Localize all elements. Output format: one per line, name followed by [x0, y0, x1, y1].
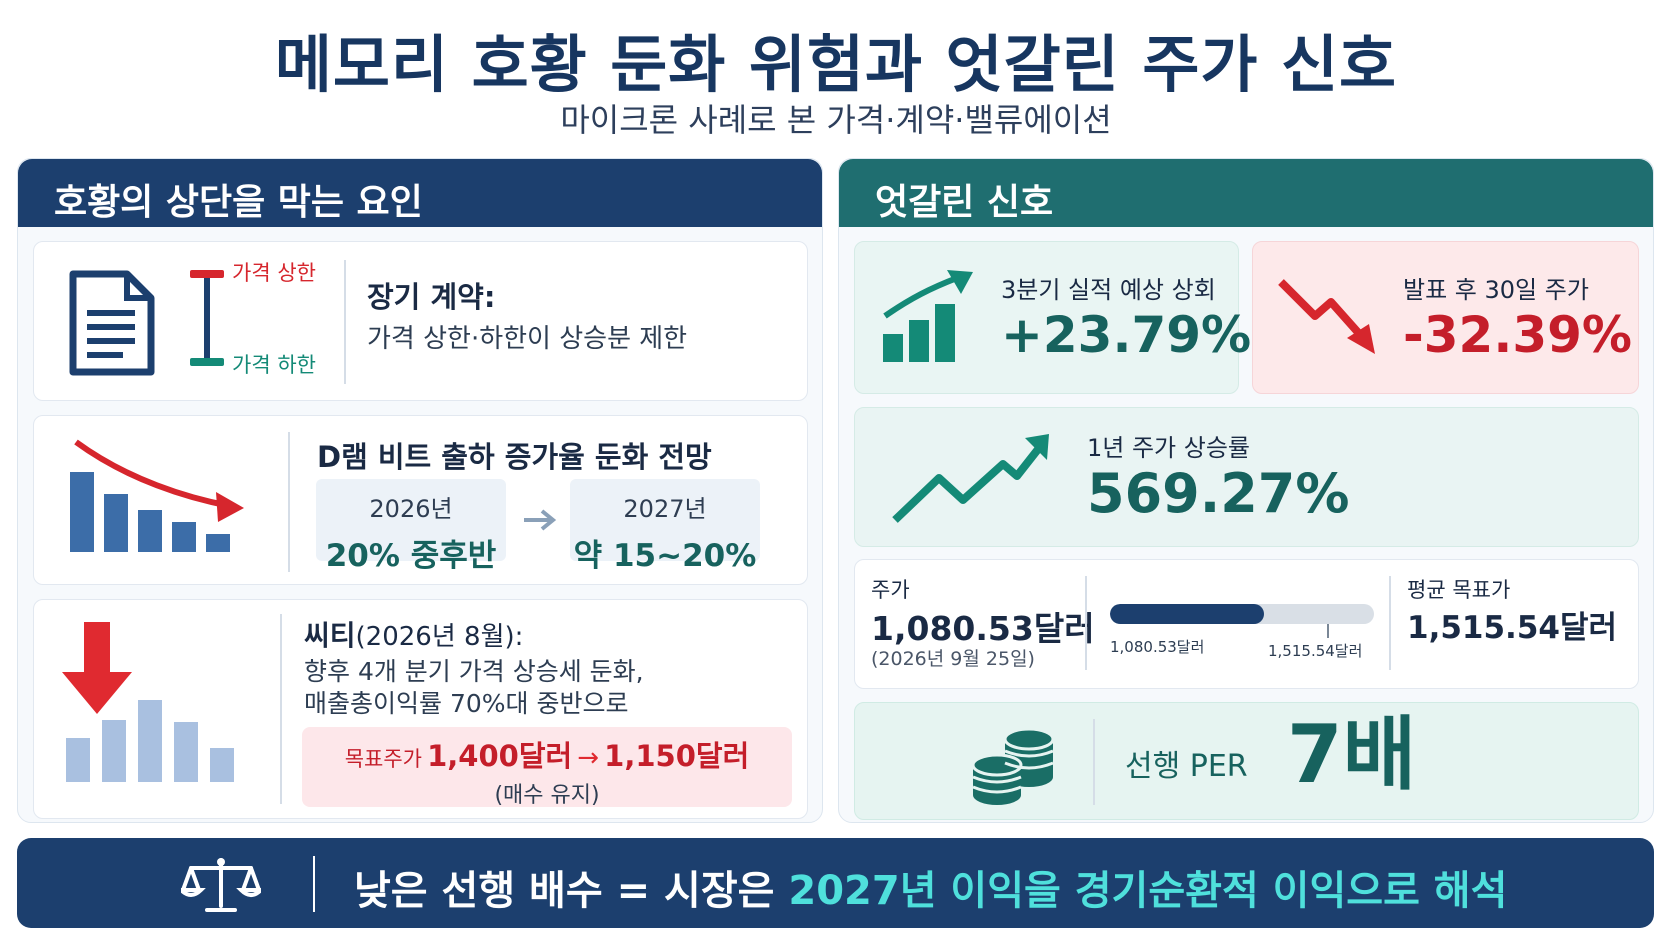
- dram-card: D램 비트 출하 증가율 둔화 전망 2026년 20% 중후반 2027년 약…: [33, 415, 808, 585]
- post-value: -32.39%: [1403, 306, 1633, 364]
- page-subtitle: 마이크론 사례로 본 가격·계약·밸류에이션: [560, 101, 1112, 139]
- divider: [288, 432, 290, 572]
- contract-title: 장기 계약:: [367, 280, 496, 314]
- dram-to-chip: 2027년 약 15~20%: [570, 479, 760, 574]
- target-price-label: 평균 목표가: [1407, 578, 1511, 602]
- citi-title-line: 씨티(2026년 8월):: [304, 614, 523, 654]
- price-target-card: 주가 1,080.53달러 (2026년 9월 25일) 1,080.53달러 …: [854, 559, 1639, 689]
- citi-title: 씨티: [304, 619, 356, 652]
- target-to: 1,150달러: [604, 739, 750, 773]
- price-progress-track: [1110, 604, 1374, 624]
- target-rating: (매수 유지): [494, 783, 600, 808]
- price-date: (2026년 9월 25일): [871, 648, 1035, 670]
- declining-bar-chart-icon: [70, 439, 244, 552]
- footer-text-highlight: 2027년 이익을 경기순환적 이익으로 해석: [788, 868, 1508, 914]
- one-year-card: 1년 주가 상승률 569.27%: [854, 407, 1639, 547]
- arrow-right-icon: [524, 509, 557, 531]
- target-arrow-icon: →: [577, 743, 600, 773]
- target-from: 1,400달러: [427, 739, 573, 773]
- footer-bar: 낮은 선행 배수 = 시장은 2027년 이익을 경기순환적 이익으로 해석: [17, 838, 1654, 928]
- page-title: 메모리 호황 둔화 위험과 엇갈린 주가 신호: [274, 28, 1398, 101]
- forward-per-card: 선행 PER 7배: [854, 702, 1639, 820]
- left-panel: 호황의 상단을 막는 요인 가격 상한 가격 하한 장기 계약: 가격 상한·하…: [17, 158, 823, 823]
- citi-line-1: 향후 4개 분기 가격 상승세 둔화,: [304, 657, 644, 686]
- year-value: 569.27%: [1087, 462, 1350, 525]
- divider: [1389, 576, 1391, 670]
- zigzag-up-arrow-icon: [892, 434, 1049, 523]
- target-price-value: 1,515.54달러: [1407, 610, 1618, 646]
- bar-low-label: 1,080.53달러: [1110, 638, 1205, 656]
- coin-stack-icon: [971, 727, 1055, 805]
- right-panel: 엇갈린 신호 3분기 실적 예상 상회 +23.79% 발표 후 30일 주가 …: [838, 158, 1654, 823]
- left-panel-heading: 호황의 상단을 막는 요인: [18, 159, 822, 227]
- dram-from-value: 20% 중후반: [325, 538, 497, 574]
- contract-desc: 가격 상한·하한이 상승분 제한: [367, 324, 688, 354]
- price-value: 1,080.53달러: [871, 609, 1095, 648]
- price-progress-fill: [1110, 604, 1265, 624]
- contract-card: 가격 상한 가격 하한 장기 계약: 가격 상한·하한이 상승분 제한: [33, 241, 808, 401]
- per-value: 7배: [1287, 708, 1417, 801]
- target-price-line: 목표주가 1,400달러 → 1,150달러: [302, 733, 792, 775]
- citi-card: 씨티(2026년 8월): 향후 4개 분기 가격 상승세 둔화, 매출총이익률…: [33, 599, 808, 819]
- price-label: 주가: [871, 578, 910, 602]
- dram-from-chip: 2026년 20% 중후반: [316, 479, 506, 574]
- cap-floor-icon: [190, 270, 224, 366]
- q3-value: +23.79%: [1001, 306, 1252, 364]
- rising-bar-chart-icon: [883, 270, 973, 362]
- divider: [280, 614, 282, 804]
- dram-to-value: 약 15~20%: [573, 538, 757, 574]
- divider: [1085, 576, 1087, 670]
- post-earnings-card: 발표 후 30일 주가 -32.39%: [1252, 241, 1639, 394]
- document-icon: [69, 270, 155, 376]
- down-arrow-bar-chart-icon: [62, 622, 234, 782]
- floor-label: 가격 하한: [232, 353, 316, 377]
- target-label: 목표주가: [344, 747, 422, 771]
- dram-to-year: 2027년: [623, 495, 707, 523]
- progress-tick: [1327, 624, 1329, 638]
- footer-text-main: 낮은 선행 배수 = 시장은: [354, 868, 789, 914]
- right-panel-heading: 엇갈린 신호: [839, 159, 1653, 227]
- citi-date: (2026년 8월):: [355, 622, 524, 652]
- q3-label: 3분기 실적 예상 상회: [1001, 276, 1216, 304]
- dram-title: D램 비트 출하 증가율 둔화 전망: [317, 440, 712, 474]
- cap-label: 가격 상한: [232, 261, 316, 285]
- post-label: 발표 후 30일 주가: [1403, 276, 1589, 304]
- per-label: 선행 PER: [1125, 749, 1248, 784]
- divider: [1093, 719, 1095, 805]
- year-label: 1년 주가 상승률: [1087, 434, 1251, 462]
- down-trend-arrow-icon: [1278, 279, 1375, 354]
- q3-beat-card: 3분기 실적 예상 상회 +23.79%: [854, 241, 1251, 394]
- balance-scale-icon: [181, 858, 261, 912]
- divider: [344, 260, 346, 384]
- footer-divider: [313, 856, 315, 912]
- footer-text: 낮은 선행 배수 = 시장은 2027년 이익을 경기순환적 이익으로 해석: [354, 858, 1507, 916]
- target-price-box: 목표주가 1,400달러 → 1,150달러 (매수 유지): [302, 727, 792, 808]
- bar-high-label: 1,515.54달러: [1268, 642, 1363, 660]
- dram-from-year: 2026년: [369, 495, 453, 523]
- citi-line-2: 매출총이익률 70%대 중반으로: [304, 689, 629, 718]
